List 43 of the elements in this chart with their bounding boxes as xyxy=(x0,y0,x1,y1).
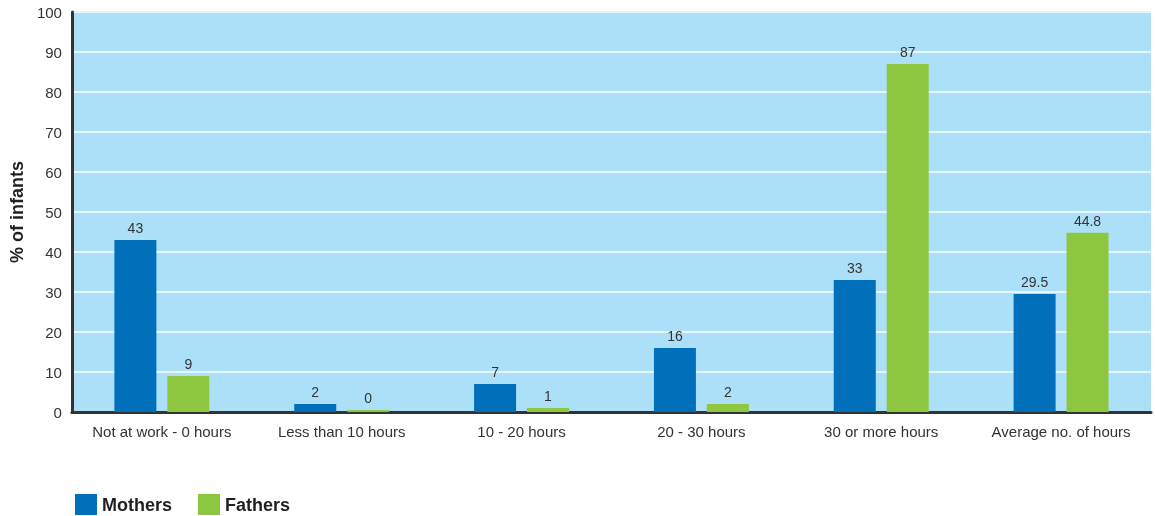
bar xyxy=(1013,294,1056,412)
y-tick-label: 0 xyxy=(53,403,62,421)
bar xyxy=(706,404,749,412)
data-label: 2 xyxy=(723,384,732,400)
legend-label: Fathers xyxy=(225,494,291,515)
x-tick-label: Less than 10 hours xyxy=(277,423,406,440)
bar xyxy=(1066,232,1109,412)
y-tick-label: 40 xyxy=(45,243,62,261)
x-tick-label: 10 - 20 hours xyxy=(477,423,566,440)
data-label: 43 xyxy=(127,220,144,236)
bar xyxy=(167,376,210,412)
y-tick-label: 90 xyxy=(45,43,62,61)
data-label: 16 xyxy=(667,328,683,344)
bar xyxy=(833,280,876,412)
data-label: 9 xyxy=(184,356,193,372)
y-tick-label: 70 xyxy=(45,123,62,141)
x-tick-label: 30 or more hours xyxy=(824,423,939,440)
bar xyxy=(886,64,929,412)
y-tick-label: 60 xyxy=(45,163,62,181)
data-label: 1 xyxy=(544,388,553,404)
data-label: 7 xyxy=(491,364,500,380)
data-label: 0 xyxy=(364,390,373,406)
data-label: 87 xyxy=(899,44,916,60)
y-tick-label: 20 xyxy=(45,323,62,341)
data-label: 29.5 xyxy=(1020,274,1049,290)
y-tick-label: 30 xyxy=(45,283,62,301)
data-label: 44.8 xyxy=(1073,212,1102,229)
bar xyxy=(527,408,569,412)
y-tick-label: 80 xyxy=(45,83,62,101)
y-tick-label: 10 xyxy=(45,363,62,381)
y-tick-label: 50 xyxy=(45,203,62,221)
bar xyxy=(474,384,517,412)
x-tick-label: Not at work - 0 hours xyxy=(92,423,232,440)
bar xyxy=(653,348,696,412)
legend-label: Mothers xyxy=(102,494,173,515)
y-axis-title: % of infants xyxy=(7,161,27,263)
bar xyxy=(114,240,157,412)
data-label: 2 xyxy=(311,384,320,400)
data-label: 33 xyxy=(846,260,863,276)
bar xyxy=(294,404,337,412)
y-tick-label: 100 xyxy=(36,3,62,21)
x-tick-label: Average no. of hours xyxy=(991,423,1131,440)
x-tick-label: 20 - 30 hours xyxy=(657,423,746,440)
